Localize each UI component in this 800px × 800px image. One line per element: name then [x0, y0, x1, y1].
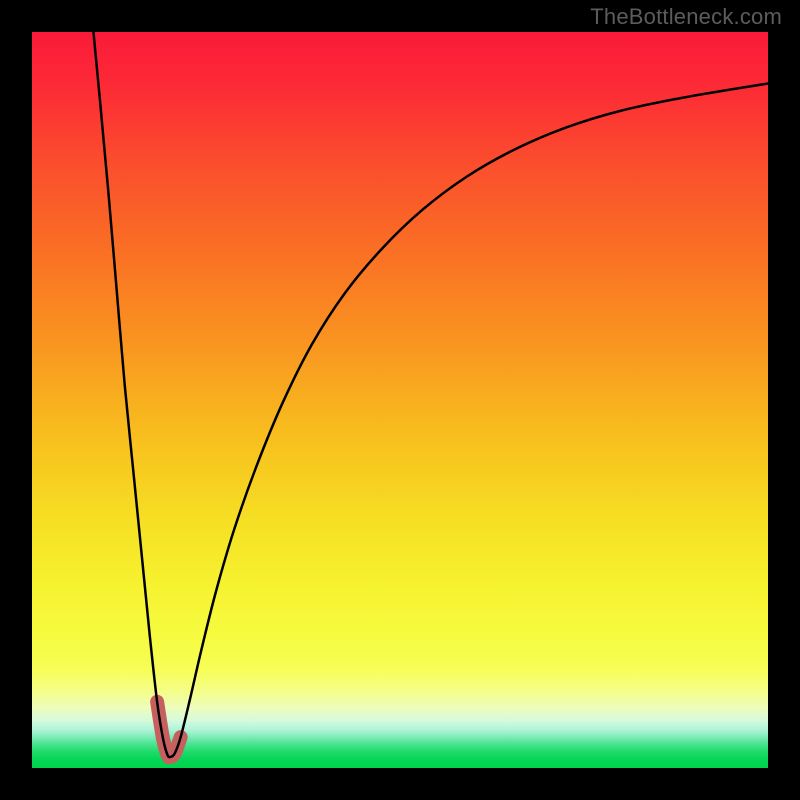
chart-frame: TheBottleneck.com — [0, 0, 800, 800]
watermark-text: TheBottleneck.com — [590, 4, 782, 30]
gradient-background — [32, 32, 768, 768]
bottleneck-chart — [0, 0, 800, 800]
